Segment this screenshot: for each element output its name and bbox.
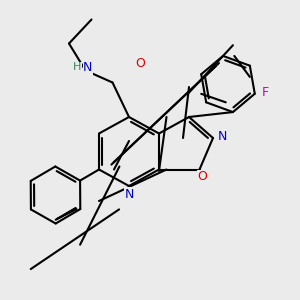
Text: O: O [135, 56, 145, 70]
Text: N: N [217, 130, 227, 143]
Text: H: H [73, 62, 81, 73]
Text: O: O [198, 170, 207, 184]
Text: F: F [262, 86, 269, 99]
Text: N: N [83, 61, 93, 74]
Text: N: N [124, 188, 134, 201]
